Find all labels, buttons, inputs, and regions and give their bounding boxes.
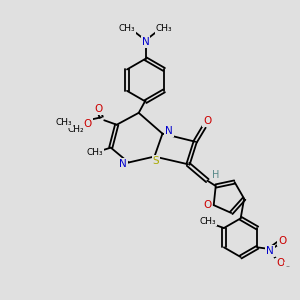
Text: CH₂: CH₂ xyxy=(68,125,85,134)
Text: O: O xyxy=(95,104,103,114)
Text: N: N xyxy=(119,159,127,169)
Text: CH₃: CH₃ xyxy=(119,24,135,33)
Text: O: O xyxy=(278,236,286,245)
Text: O: O xyxy=(83,119,92,129)
Text: S: S xyxy=(152,156,159,166)
Text: O: O xyxy=(203,200,211,210)
Text: CH₃: CH₃ xyxy=(156,24,172,33)
Text: O: O xyxy=(276,258,284,268)
Text: CH₃: CH₃ xyxy=(87,148,104,157)
Text: O: O xyxy=(203,116,211,126)
Text: N: N xyxy=(266,246,274,256)
Text: CH₃: CH₃ xyxy=(56,118,72,127)
Text: CH₃: CH₃ xyxy=(199,217,216,226)
Text: ⁻: ⁻ xyxy=(285,263,289,272)
Text: N: N xyxy=(165,126,173,136)
Text: N: N xyxy=(142,37,149,47)
Text: H: H xyxy=(212,170,219,180)
